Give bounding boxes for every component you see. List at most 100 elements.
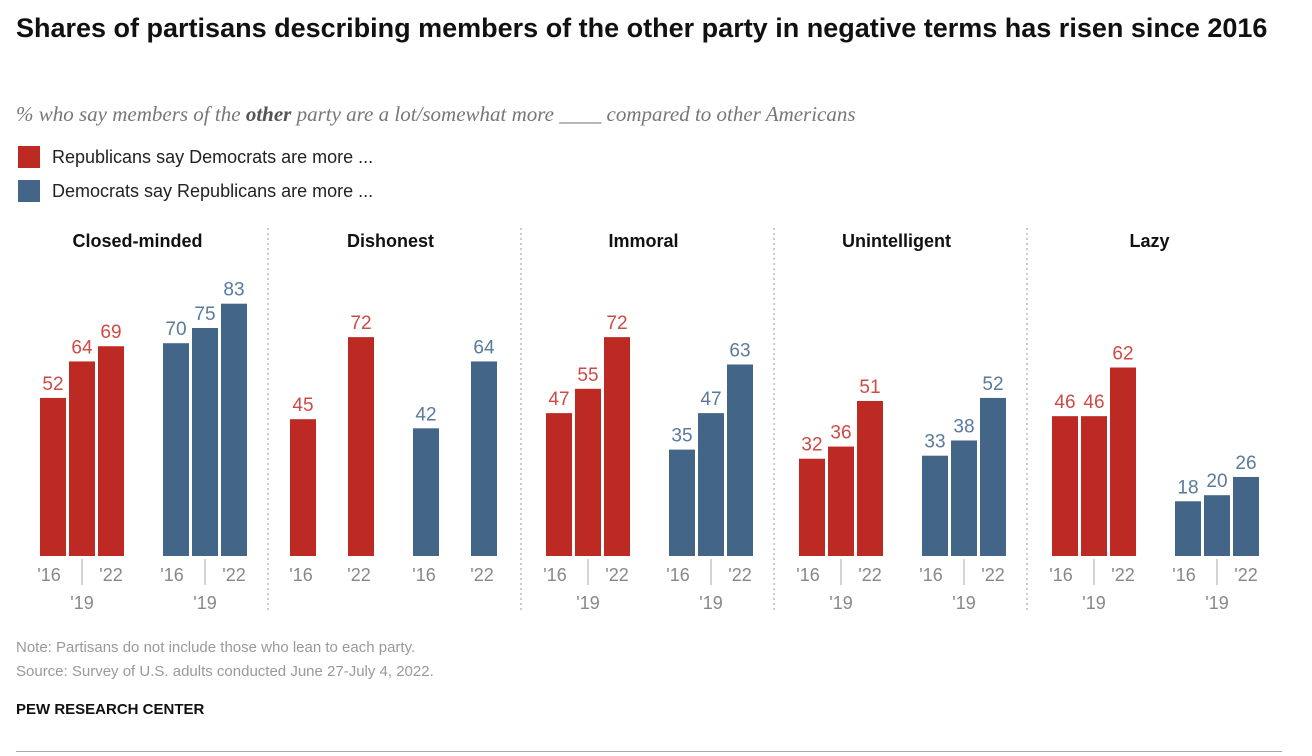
bar [1110, 367, 1136, 556]
bar [290, 419, 316, 556]
tick-label: '22 [1234, 565, 1257, 585]
tick-label: '22 [858, 565, 881, 585]
bar [980, 397, 1006, 556]
data-label: 32 [801, 435, 822, 456]
data-label: 33 [924, 432, 945, 453]
tick-label: '22 [99, 565, 122, 585]
tick-label: '16 [1172, 565, 1195, 585]
subtitle-pre: % who say members of the [16, 102, 246, 126]
tick-label: '22 [1111, 565, 1134, 585]
data-label: 51 [859, 377, 880, 398]
bar-chart: Closed-minded 52 64 69 '16 '22 '19 70 75 83 '16 '22… [37, 228, 1259, 613]
tick-label: '22 [605, 565, 628, 585]
bar [828, 446, 854, 556]
data-label: 63 [729, 340, 750, 361]
tick-label: '16 [37, 565, 60, 585]
bar [1175, 501, 1201, 556]
data-label: 26 [1235, 453, 1256, 474]
tick-label: '16 [160, 565, 183, 585]
tick-label: '19 [193, 593, 216, 613]
bar [348, 337, 374, 556]
bar [799, 458, 825, 556]
bar [698, 413, 724, 556]
panel-title: Closed-minded [72, 231, 202, 251]
bottom-rule [16, 751, 1282, 752]
bar [98, 346, 124, 556]
tick-label: '19 [699, 593, 722, 613]
bar [922, 455, 948, 556]
bar [163, 343, 189, 556]
legend-swatch-red [18, 146, 40, 168]
data-label: 72 [606, 313, 627, 334]
data-label: 46 [1054, 392, 1075, 413]
bar [951, 440, 977, 556]
data-label: 38 [953, 416, 974, 437]
tick-label: '19 [829, 593, 852, 613]
tick-label: '22 [347, 565, 370, 585]
bar [1204, 495, 1230, 556]
data-label: 70 [165, 319, 186, 340]
tick-label: '22 [981, 565, 1004, 585]
source-text: Source: Survey of U.S. adults conducted … [16, 663, 434, 680]
data-label: 36 [830, 423, 851, 444]
tick-label: '22 [470, 565, 493, 585]
bar [575, 388, 601, 556]
bar [604, 337, 630, 556]
bar [1081, 416, 1107, 556]
panel-title: Unintelligent [842, 231, 951, 251]
tick-label: '19 [576, 593, 599, 613]
bar [669, 449, 695, 556]
subtitle-bold: other [245, 102, 292, 126]
tick-label: '16 [543, 565, 566, 585]
pew-logo-text: PEW RESEARCH CENTER [16, 701, 205, 718]
note-text: Note: Partisans do not include those who… [16, 639, 416, 656]
tick-label: '16 [796, 565, 819, 585]
data-label: 47 [548, 389, 569, 410]
tick-label: '16 [412, 565, 435, 585]
legend-republicans: Republicans say Democrats are more ... [18, 146, 373, 168]
legend-label: Democrats say Republicans are more ... [52, 180, 374, 201]
data-label: 64 [473, 337, 495, 358]
data-label: 46 [1083, 392, 1104, 413]
tick-label: '22 [728, 565, 751, 585]
data-label: 64 [71, 337, 93, 358]
bar [1233, 476, 1259, 556]
data-label: 83 [223, 280, 244, 301]
tick-label: '16 [666, 565, 689, 585]
data-label: 35 [671, 426, 692, 447]
panel-title: Immoral [608, 231, 678, 251]
bar [40, 397, 66, 556]
data-label: 42 [415, 404, 436, 425]
chart-title: Shares of partisans describing members o… [16, 13, 1268, 43]
data-label: 62 [1112, 344, 1133, 365]
bar [69, 361, 95, 556]
tick-label: '19 [1205, 593, 1228, 613]
legend-label: Republicans say Democrats are more ... [52, 146, 374, 167]
data-label: 69 [100, 322, 121, 343]
data-label: 52 [42, 374, 63, 395]
subtitle-post: party are a lot/somewhat more ____ compa… [291, 102, 856, 126]
bar [413, 428, 439, 556]
tick-label: '16 [289, 565, 312, 585]
legend-democrats: Democrats say Republicans are more ... [18, 180, 373, 202]
bar [727, 364, 753, 556]
bar [192, 328, 218, 556]
footnote: Note: Partisans do not include those who… [16, 636, 434, 684]
data-label: 55 [577, 365, 598, 386]
data-label: 75 [194, 304, 215, 325]
panel-title: Dishonest [347, 231, 434, 251]
tick-label: '19 [70, 593, 93, 613]
tick-label: '19 [952, 593, 975, 613]
bar [546, 413, 572, 556]
tick-label: '19 [1082, 593, 1105, 613]
bar [857, 400, 883, 556]
bar [1052, 416, 1078, 556]
chart-subtitle: % who say members of the other party are… [16, 102, 856, 127]
tick-label: '16 [919, 565, 942, 585]
data-label: 72 [350, 313, 371, 334]
data-label: 45 [292, 395, 313, 416]
panel-title: Lazy [1129, 231, 1169, 251]
tick-label: '22 [222, 565, 245, 585]
legend-swatch-blue [18, 180, 40, 202]
bar [221, 303, 247, 556]
